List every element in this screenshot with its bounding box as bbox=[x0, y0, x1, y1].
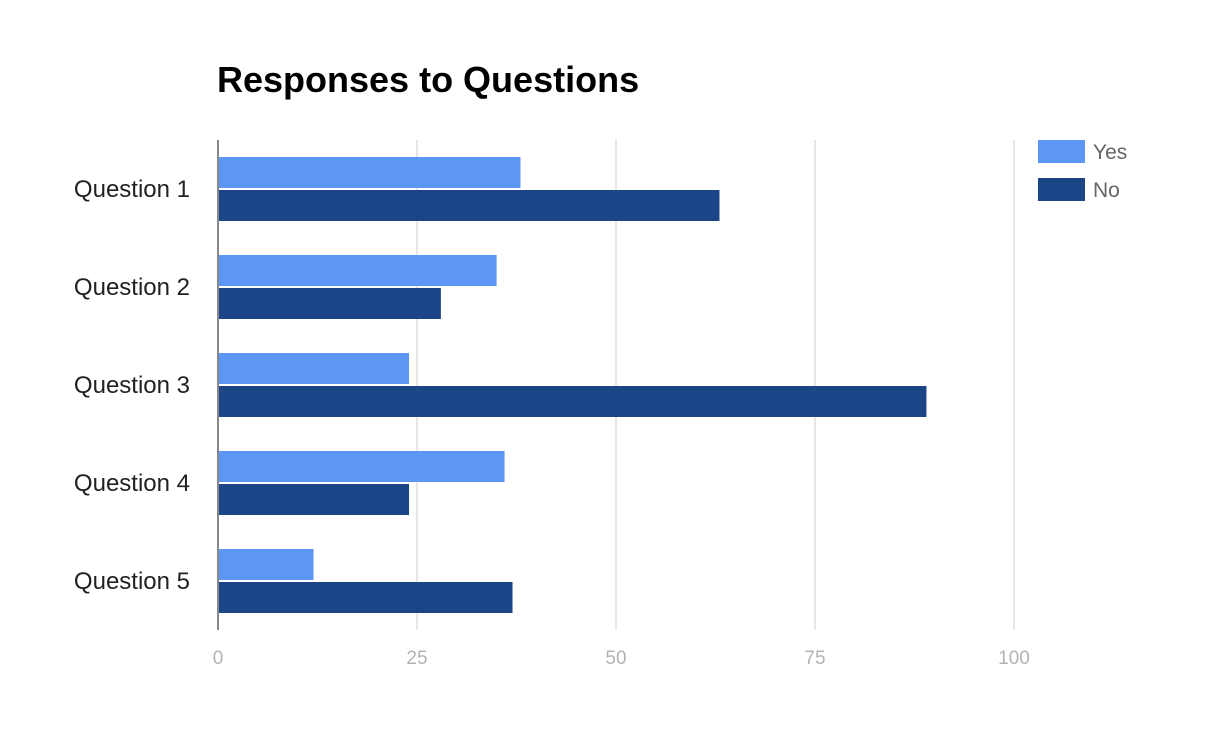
category-label: Question 2 bbox=[74, 274, 190, 301]
x-tick-labels: 0 25 50 75 100 bbox=[213, 648, 1030, 669]
category-label: Question 1 bbox=[74, 176, 190, 203]
gridlines bbox=[416, 140, 1015, 630]
legend: Yes No bbox=[1038, 140, 1127, 202]
legend-swatch-no bbox=[1038, 178, 1085, 201]
bars bbox=[219, 157, 927, 613]
category-label: Question 5 bbox=[74, 568, 190, 595]
x-tick-label: 0 bbox=[213, 648, 224, 669]
x-tick-label: 75 bbox=[804, 648, 825, 669]
legend-label-no: No bbox=[1093, 179, 1120, 202]
legend-label-yes: Yes bbox=[1093, 141, 1127, 164]
category-labels: Question 1 Question 2 Question 3 Question 4… bbox=[74, 176, 190, 595]
x-tick-label: 100 bbox=[998, 648, 1030, 669]
bar-no-4 bbox=[219, 484, 410, 515]
bar-no-2 bbox=[219, 288, 441, 319]
bar-yes-2 bbox=[219, 255, 497, 286]
bar-yes-4 bbox=[219, 451, 505, 482]
chart-title: Responses to Questions bbox=[217, 59, 639, 100]
bar-yes-3 bbox=[219, 353, 410, 384]
legend-swatch-yes bbox=[1038, 140, 1085, 163]
bar-no-1 bbox=[219, 190, 720, 221]
bar-no-3 bbox=[219, 386, 927, 417]
x-tick-label: 50 bbox=[605, 648, 626, 669]
x-tick-label: 25 bbox=[406, 648, 427, 669]
bar-no-5 bbox=[219, 582, 513, 613]
category-label: Question 4 bbox=[74, 470, 190, 497]
bar-yes-5 bbox=[219, 549, 314, 580]
bar-yes-1 bbox=[219, 157, 521, 188]
category-label: Question 3 bbox=[74, 372, 190, 399]
